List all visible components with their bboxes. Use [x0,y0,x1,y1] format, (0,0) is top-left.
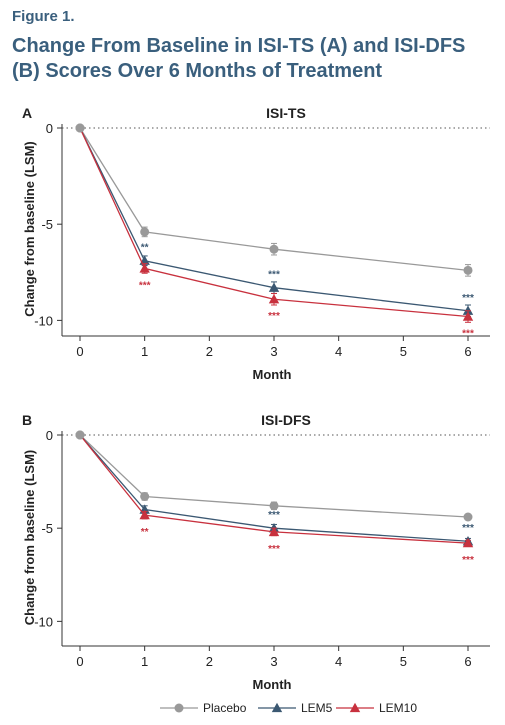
data-point [462,537,474,548]
x-tick-label: 3 [270,344,277,359]
legend-item-placebo: Placebo [160,701,247,715]
data-point [75,430,85,440]
legend-label: Placebo [203,701,247,715]
x-tick-label: 3 [270,654,277,669]
legend: Placebo LEM5 LEM10 [160,701,417,715]
data-point [268,282,280,292]
series-line [79,127,469,318]
x-tick-label: 2 [206,654,213,669]
data-point [140,492,150,501]
x-tick-label: 4 [335,654,342,669]
significance-label: *** [268,544,280,555]
data-point [269,244,279,254]
data-point [75,123,85,133]
legend-item-lem10: LEM10 [336,701,417,715]
series-line [79,127,469,312]
x-tick-label: 0 [76,654,83,669]
data-point [268,526,280,537]
legend-label: LEM5 [301,701,333,715]
data-point [462,311,474,321]
data-point [139,509,150,520]
panel-label: A [22,105,32,121]
series-line [79,434,469,542]
figure-title: Change From Baseline in ISI-TS (A) and I… [12,35,466,82]
significance-label: *** [268,311,280,322]
x-tick-label: 4 [335,344,342,359]
data-point [463,265,473,275]
legend-marker [349,702,361,713]
significance-label: *** [462,523,474,534]
significance-label: *** [462,293,474,304]
panel-title: ISI-TS [266,105,306,121]
y-tick-label: -5 [41,217,53,232]
significance-label: ** [141,243,149,254]
data-point [139,263,150,273]
x-tick-label: 0 [76,344,83,359]
figure-label: Figure 1. [12,8,75,25]
y-tick-label: 0 [46,121,53,136]
y-tick-label: 0 [46,428,53,443]
significance-label: *** [462,329,474,340]
data-point [269,501,279,511]
series-lem5: ******** [75,123,474,318]
x-tick-label: 5 [400,344,407,359]
y-tick-label: -5 [41,521,53,536]
series-lem10: *** *** *** [75,123,474,340]
panel-a: A ISI-TS 0 -5 -10 0 1 2 3 4 5 6 Month Change from bas… [22,105,490,382]
y-axis-title: Change from baseline (LSM) [22,141,37,317]
legend-label: LEM10 [379,701,417,715]
data-point [462,305,474,315]
x-tick-label: 5 [400,654,407,669]
x-tick-label: 6 [464,344,471,359]
series-lem10: ******** [75,430,474,566]
x-tick-label: 6 [464,654,471,669]
panel-b: B ISI-DFS 0 -5 -10 0 1 2 3 4 5 6 Month Change from ba… [22,412,490,692]
y-axis-title: Change from baseline (LSM) [22,450,37,626]
y-tick-label: -10 [34,614,53,629]
panel-title: ISI-DFS [261,412,311,428]
series-placebo [75,123,473,277]
data-point [268,294,280,304]
significance-label: *** [268,510,280,521]
significance-label: *** [462,555,474,566]
x-axis-title: Month [253,367,292,382]
series-placebo [75,430,473,522]
y-tick-label: -10 [34,313,53,328]
series-line [79,434,469,518]
series-line [79,127,469,272]
series-line [79,434,469,544]
significance-label: *** [139,280,151,291]
legend-marker [174,703,184,713]
data-point [463,512,473,522]
x-tick-label: 1 [141,654,148,669]
panel-label: B [22,412,32,428]
data-point [140,227,150,237]
x-tick-label: 2 [206,344,213,359]
legend-item-lem5: LEM5 [258,701,333,715]
x-axis-title: Month [253,677,292,692]
significance-label: ** [141,527,149,538]
legend-marker [271,702,283,713]
significance-label: *** [268,270,280,281]
x-tick-label: 1 [141,344,148,359]
